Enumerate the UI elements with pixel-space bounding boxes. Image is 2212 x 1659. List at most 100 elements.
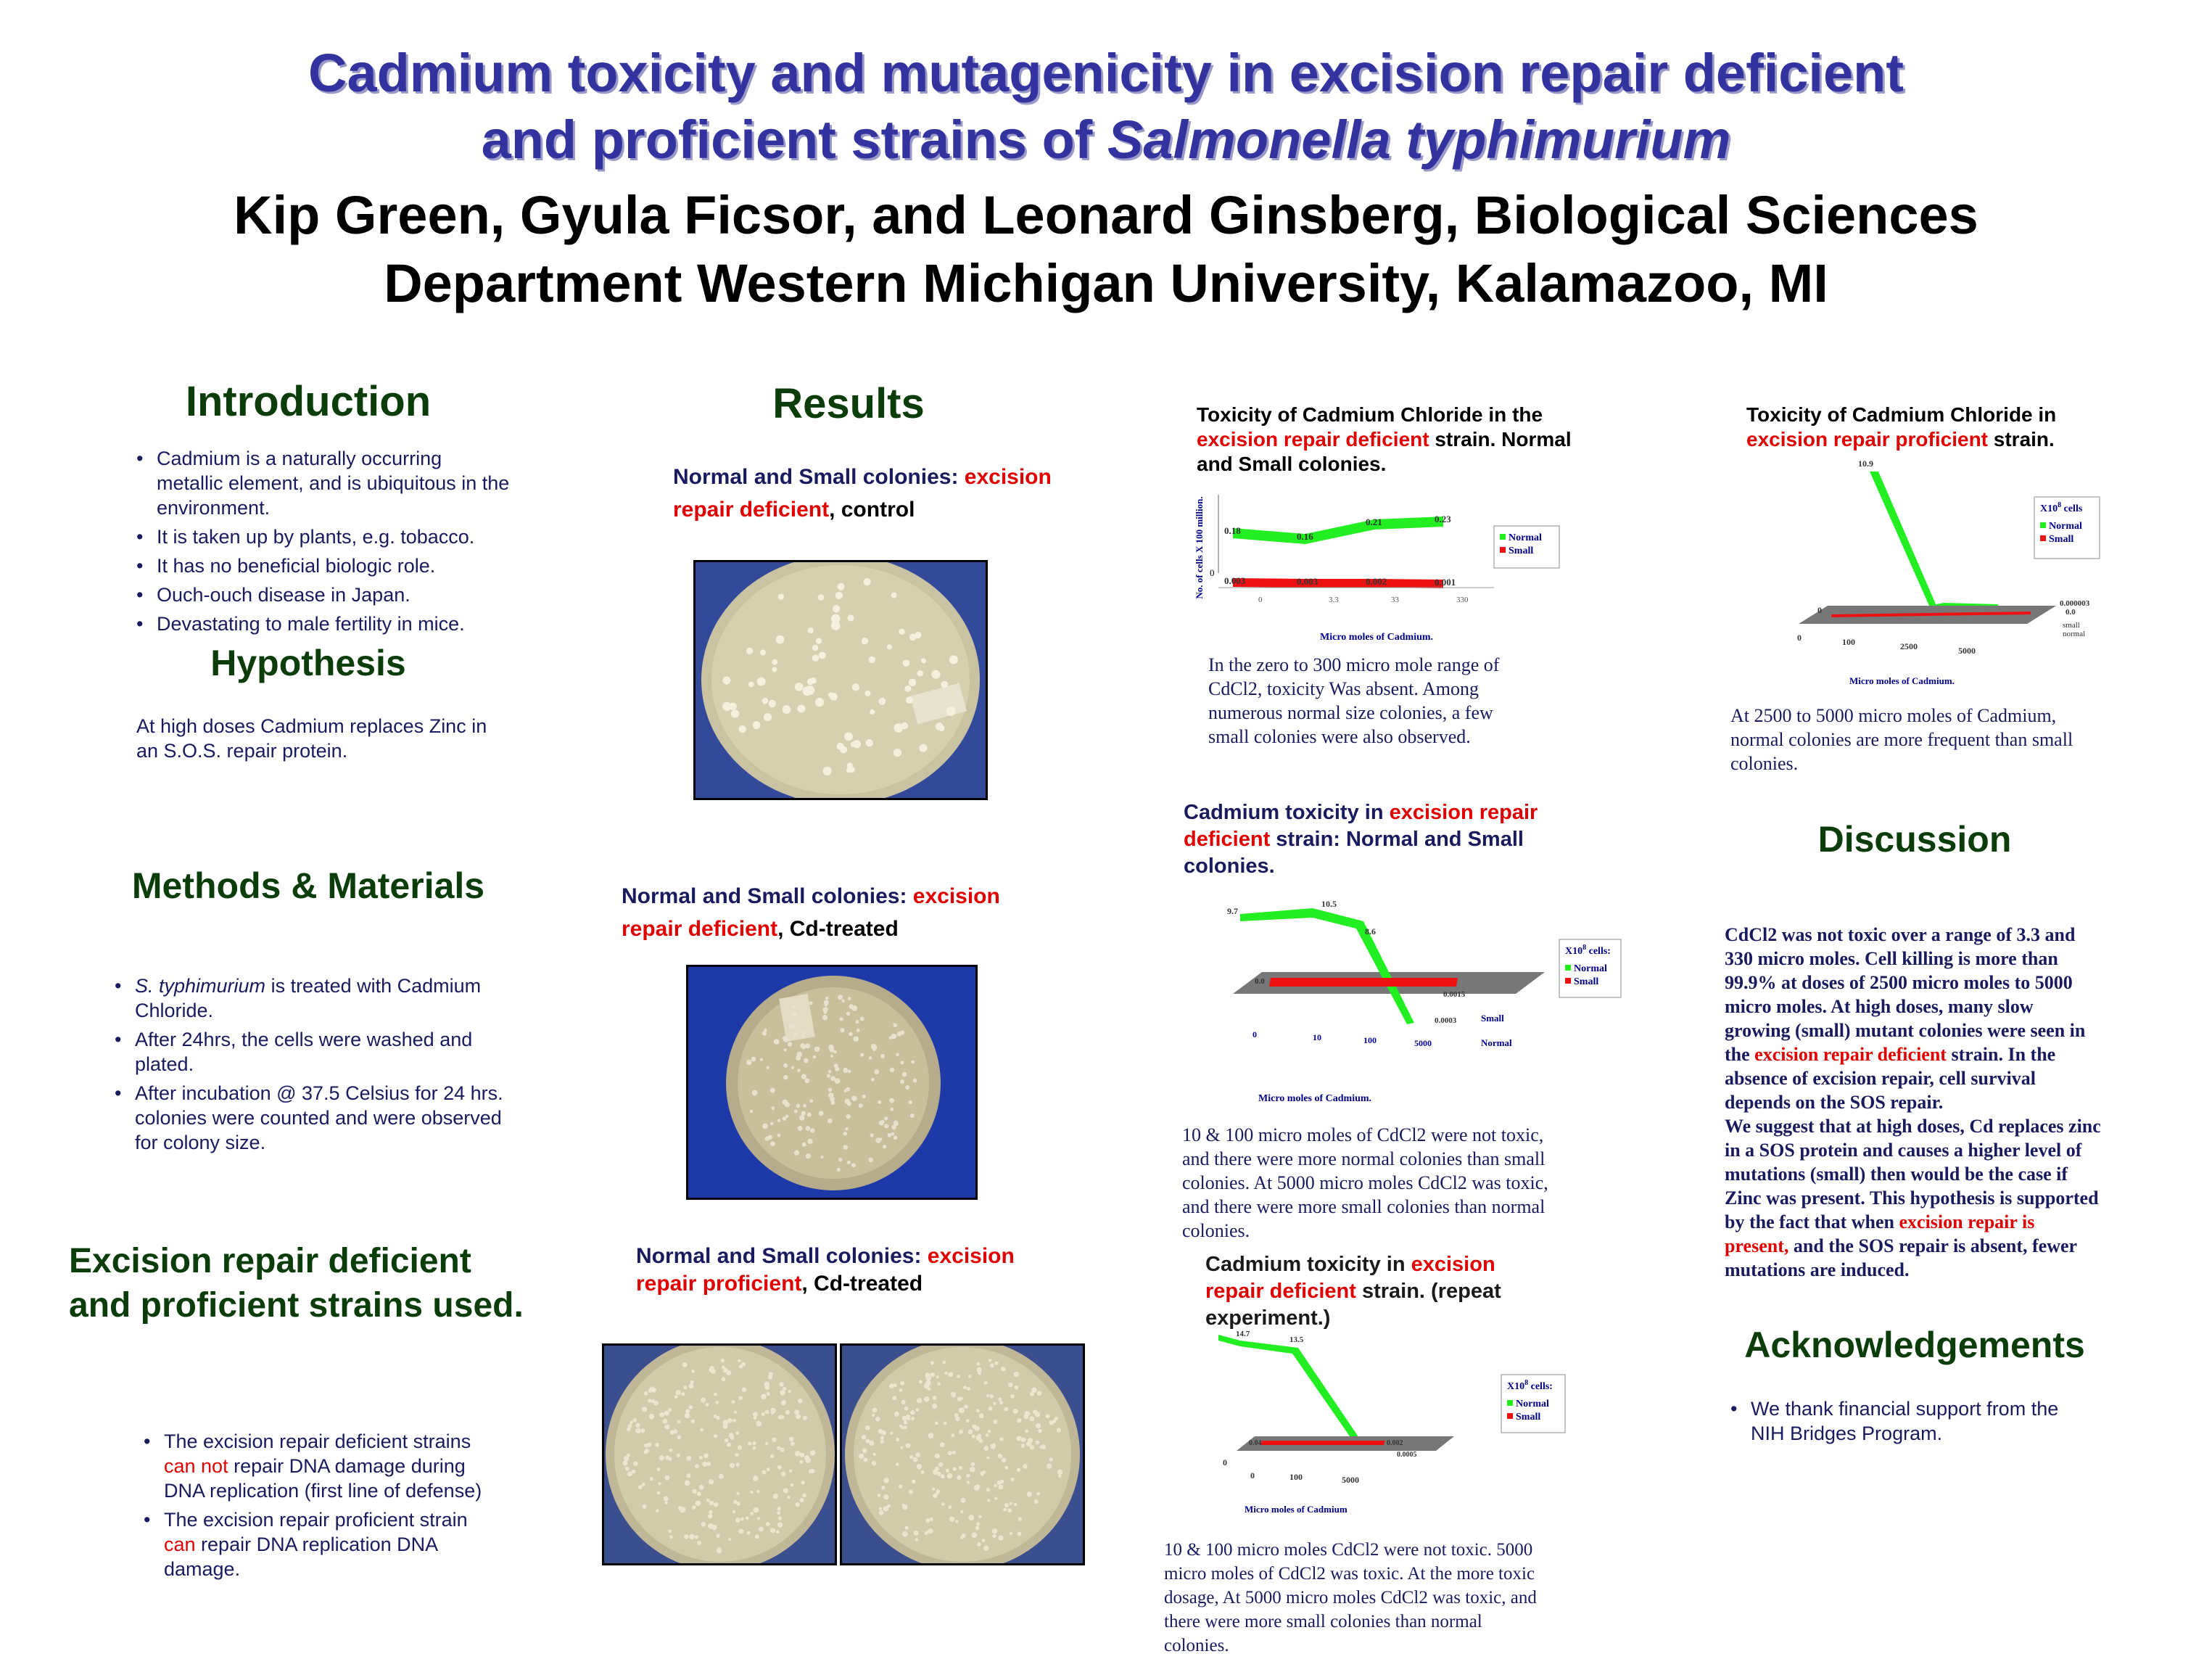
series-small-line	[1269, 978, 1458, 987]
results-heading: Results	[772, 380, 925, 427]
strains-item: • The excision repair proficient strain c…	[144, 1509, 468, 1580]
bullet-icon: •	[136, 613, 144, 635]
methods-species: S. typhimurium	[135, 975, 266, 997]
strains-item: • The excision repair deficient strains c…	[144, 1430, 482, 1502]
methods-list: • S. typhimurium is treated with Cadmium…	[115, 973, 521, 1159]
data-label: 8.6	[1365, 926, 1376, 936]
discussion-p1: CdCl2 was not toxic over a range of 3.3 …	[1725, 924, 2086, 1065]
data-label: 10.5	[1321, 899, 1337, 909]
strains-item1-text: The excision repair deficient strains	[164, 1430, 471, 1452]
caption-text-b: , Cd-treated	[801, 1272, 923, 1296]
series-normal-ribbon	[1233, 516, 1443, 544]
strains-item1-highlight: can not	[164, 1455, 228, 1477]
x-axis-label: Micro moles of Cadmium	[1245, 1504, 1348, 1515]
data-label: 0.000003	[2060, 599, 2090, 608]
data-label: 0.16	[1297, 531, 1313, 542]
legend-swatch	[1507, 1400, 1513, 1406]
chart-title-highlight: excision repair deficient	[1197, 428, 1429, 450]
x-tick-label: 5000	[1342, 1475, 1359, 1485]
methods-item: • After incubation @ 37.5 Celsius for 24 …	[115, 1082, 503, 1153]
chart-title-text-b: strain.	[1988, 428, 2055, 450]
title-line2: and proficient strains of Salmonella typ…	[0, 107, 2212, 173]
introduction-item: • Ouch-ouch disease in Japan.	[136, 582, 513, 607]
introduction-item-text: It is taken up by plants, e.g. tobacco.	[157, 526, 475, 548]
chart-title-text-b: strain: Normal and Small colonies.	[1184, 828, 1524, 878]
discussion-highlight: excision repair deficient	[1754, 1044, 1947, 1065]
caption-highlight: excision repair proficient	[636, 1244, 1015, 1296]
results-caption-proficient: Normal and Small colonies: excision repa…	[636, 1243, 1042, 1298]
legend-label: Normal	[1516, 1399, 1549, 1409]
strains-item2-text: The excision repair proficient strain	[164, 1509, 468, 1531]
legend-label: Normal	[2049, 521, 2082, 532]
methods-heading: Methods & Materials	[131, 865, 485, 906]
legend-title: X108 cells	[2040, 501, 2083, 514]
legend-swatch	[1507, 1413, 1513, 1419]
series-normal-line	[1218, 1335, 1362, 1444]
poster-title: Cadmium toxicity and mutagenicity in exc…	[0, 40, 2212, 173]
bullet-icon: •	[136, 526, 144, 548]
authors-line1: Kip Green, Gyula Ficsor, and Leonard Gin…	[234, 185, 1978, 245]
caption-highlight: excision repair deficient	[673, 465, 1052, 522]
x-tick-label: 3.3	[1329, 596, 1339, 604]
legend-swatch	[2040, 522, 2046, 528]
series-normal-line	[1870, 472, 1936, 606]
caption-text: Normal and Small colonies:	[636, 1244, 928, 1268]
strains-heading: Excision repair deficient and proficient…	[69, 1242, 524, 1325]
x-tick-label: 10	[1313, 1032, 1321, 1042]
data-label: 0.003	[1224, 575, 1246, 586]
y-axis-label: No. of cells X 100 million.	[1194, 496, 1205, 598]
chart3-caption: 10 & 100 micro moles of CdCl2 were not t…	[1182, 1124, 1548, 1241]
chart4-toxicity-repeat: 14.7 13.5 0.04 0.002 0.0005 0 0 100 5000 Micro mo…	[1218, 1330, 1566, 1515]
chart-title-text: Toxicity of Cadmium Chloride in the	[1197, 403, 1543, 426]
legend-label: Small	[1509, 546, 1533, 556]
caption-text: Normal and Small colonies:	[673, 465, 965, 489]
data-label: 0.21	[1366, 516, 1382, 527]
x-tick-label: 0	[1252, 1029, 1257, 1040]
authors-line2: Department Western Michigan University, …	[384, 253, 1828, 313]
caption-text-b: , control	[829, 498, 915, 522]
data-label: 0.23	[1435, 514, 1451, 524]
strains-list: • The excision repair deficient strains c…	[144, 1429, 492, 1586]
chart-title-highlight: excision repair deficient	[1184, 801, 1538, 851]
chart-title-text: Cadmium toxicity in	[1205, 1253, 1411, 1276]
discussion-heading: Discussion	[1817, 819, 2012, 860]
petri-photo-proficient-a	[602, 1338, 837, 1571]
x-tick-label: 5000	[1414, 1038, 1432, 1048]
data-label: 0.04	[1249, 1439, 1262, 1447]
depth-label: Small	[1481, 1013, 1504, 1024]
chart4-caption: 10 & 100 micro moles CdCl2 were not toxi…	[1164, 1540, 1537, 1655]
title-line2-text: and proficient strains of	[481, 110, 1108, 170]
legend-swatch	[1565, 978, 1571, 984]
y-tick-label: 0	[1223, 1457, 1227, 1467]
x-tick-label: 330	[1456, 596, 1469, 604]
x-axis-label: Micro moles of Cadmium.	[1849, 675, 1955, 686]
acknowledgements-heading: Acknowledgements	[1744, 1325, 2085, 1365]
depth-label: normal	[2063, 630, 2085, 638]
x-axis-label: Micro moles of Cadmium.	[1320, 632, 1433, 642]
data-label: 9.7	[1227, 906, 1238, 916]
hypothesis-heading: Hypothesis	[210, 643, 406, 683]
acknowledgements-item: • We thank financial support from the NIH…	[1730, 1398, 2059, 1444]
chart3-title: Cadmium toxicity in excision repair defi…	[1184, 799, 1575, 880]
chart3-toxicity-deficient: 9.7 10.5 8.6 0.0 0.0015 0.0003 Small Normal 0 10 1…	[1227, 899, 1622, 1104]
introduction-heading: Introduction	[185, 378, 432, 425]
data-label: 10.9	[1858, 458, 1873, 469]
bullet-icon: •	[136, 584, 144, 606]
chart-title-highlight: excision repair deficient	[1205, 1253, 1495, 1303]
strains-item2-highlight: can	[164, 1534, 196, 1555]
x-tick-label: 100	[1289, 1472, 1303, 1482]
series-small-ribbon	[1233, 578, 1443, 588]
petri-dish-image	[696, 555, 986, 804]
chart1-caption: In the zero to 300 micro mole range of C…	[1208, 654, 1500, 747]
x-tick-label: 100	[1842, 637, 1855, 647]
data-label: 0.0005	[1397, 1451, 1417, 1459]
petri-photo-control	[693, 555, 988, 804]
data-label: 0.002	[1366, 576, 1387, 587]
chart-title-text-b: strain. (repeat experiment.)	[1205, 1280, 1501, 1330]
legend-title: X108 cells:	[1565, 944, 1611, 957]
petri-dish-image	[842, 1338, 1083, 1571]
x-axis-label: Micro moles of Cadmium.	[1258, 1093, 1371, 1104]
petri-photo-proficient-b	[840, 1338, 1085, 1571]
data-label: 14.7	[1236, 1330, 1250, 1338]
